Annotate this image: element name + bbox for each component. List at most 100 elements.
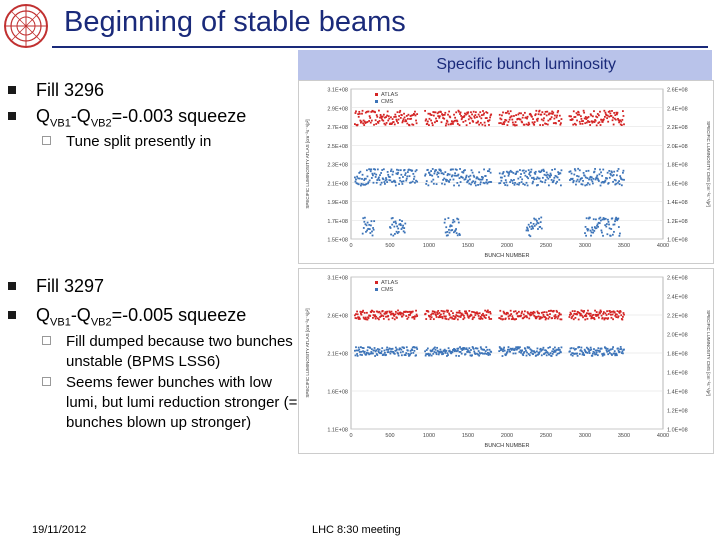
data-point (539, 225, 542, 228)
data-point (558, 312, 561, 314)
data-point (354, 317, 357, 319)
data-point (612, 310, 615, 313)
data-point (603, 353, 606, 356)
data-point (467, 111, 470, 114)
data-point (364, 122, 367, 124)
data-point (455, 168, 458, 171)
q-vb1: Q (36, 106, 51, 126)
data-point (389, 227, 392, 229)
data-point (357, 316, 360, 319)
data-point (611, 119, 614, 122)
data-point (613, 352, 616, 355)
data-point (354, 180, 357, 183)
data-point (614, 314, 617, 317)
data-point (608, 227, 611, 230)
data-point (557, 171, 560, 174)
data-point (380, 181, 383, 184)
data-point (435, 314, 437, 317)
data-point (582, 171, 585, 174)
data-point (509, 169, 512, 172)
data-point (510, 349, 513, 351)
data-point (617, 316, 619, 319)
data-point (360, 184, 362, 187)
data-point (486, 170, 489, 173)
data-point (476, 176, 479, 179)
x-tick-label: 3500 (618, 433, 630, 439)
data-point (504, 317, 507, 320)
data-point (595, 218, 597, 221)
y-axis-label: SPECIFIC LUMINOSITY ATLAS [cm⁻²s⁻¹/p²] (305, 308, 310, 397)
data-point (552, 351, 555, 354)
data-point (617, 119, 620, 122)
data-point (593, 226, 596, 228)
data-point (453, 113, 455, 116)
data-point (596, 116, 599, 119)
data-point (402, 118, 405, 121)
data-point (368, 120, 370, 122)
data-point (365, 318, 368, 321)
y2-tick-label: 1.4E+08 (667, 200, 688, 206)
data-point (484, 352, 487, 355)
data-point (520, 181, 523, 183)
data-point (551, 317, 554, 319)
data-point (597, 349, 600, 352)
data-point (549, 172, 552, 175)
data-point (541, 176, 544, 179)
data-point (433, 172, 436, 175)
data-point (573, 168, 576, 170)
data-point (435, 183, 438, 186)
q-vb2: -Q (70, 106, 91, 126)
data-point (540, 227, 543, 230)
data-point (445, 349, 448, 352)
data-point (531, 182, 534, 185)
data-point (456, 217, 459, 220)
data-point (480, 317, 483, 320)
data-point (539, 124, 542, 126)
data-point (520, 314, 522, 317)
data-point (533, 350, 536, 353)
data-point (471, 346, 474, 348)
data-point (529, 348, 532, 351)
data-point (599, 168, 601, 171)
data-point (580, 309, 583, 312)
data-point (508, 348, 510, 351)
data-point (431, 350, 434, 352)
data-point (387, 315, 390, 317)
data-point (404, 222, 407, 225)
data-point (583, 174, 586, 177)
data-point (454, 116, 457, 119)
data-point (538, 351, 541, 354)
data-point (487, 181, 490, 184)
data-point (499, 309, 502, 312)
data-point (398, 348, 401, 351)
data-point (366, 229, 368, 232)
data-point (375, 353, 378, 355)
data-point (612, 346, 614, 349)
data-point (600, 119, 603, 121)
data-point (568, 170, 571, 173)
data-point (399, 313, 402, 316)
x-tick-label: 3500 (618, 243, 630, 249)
data-point (607, 120, 610, 123)
data-point (501, 355, 504, 357)
data-point (484, 350, 487, 353)
data-point (432, 318, 435, 321)
data-point (360, 121, 362, 124)
data-point (398, 219, 401, 221)
data-point (558, 114, 561, 117)
data-point (424, 119, 427, 122)
data-point (394, 310, 397, 313)
data-point (435, 316, 438, 318)
data-point (477, 178, 480, 180)
data-point (372, 352, 374, 355)
data-point (453, 350, 456, 353)
data-point (397, 309, 399, 312)
data-point (356, 354, 359, 357)
data-point (391, 118, 394, 120)
y-tick-label: 1.6E+08 (327, 390, 348, 396)
data-point (467, 350, 470, 352)
data-point (617, 181, 619, 184)
data-point (454, 168, 457, 171)
data-point (537, 315, 540, 318)
data-point (396, 173, 399, 176)
